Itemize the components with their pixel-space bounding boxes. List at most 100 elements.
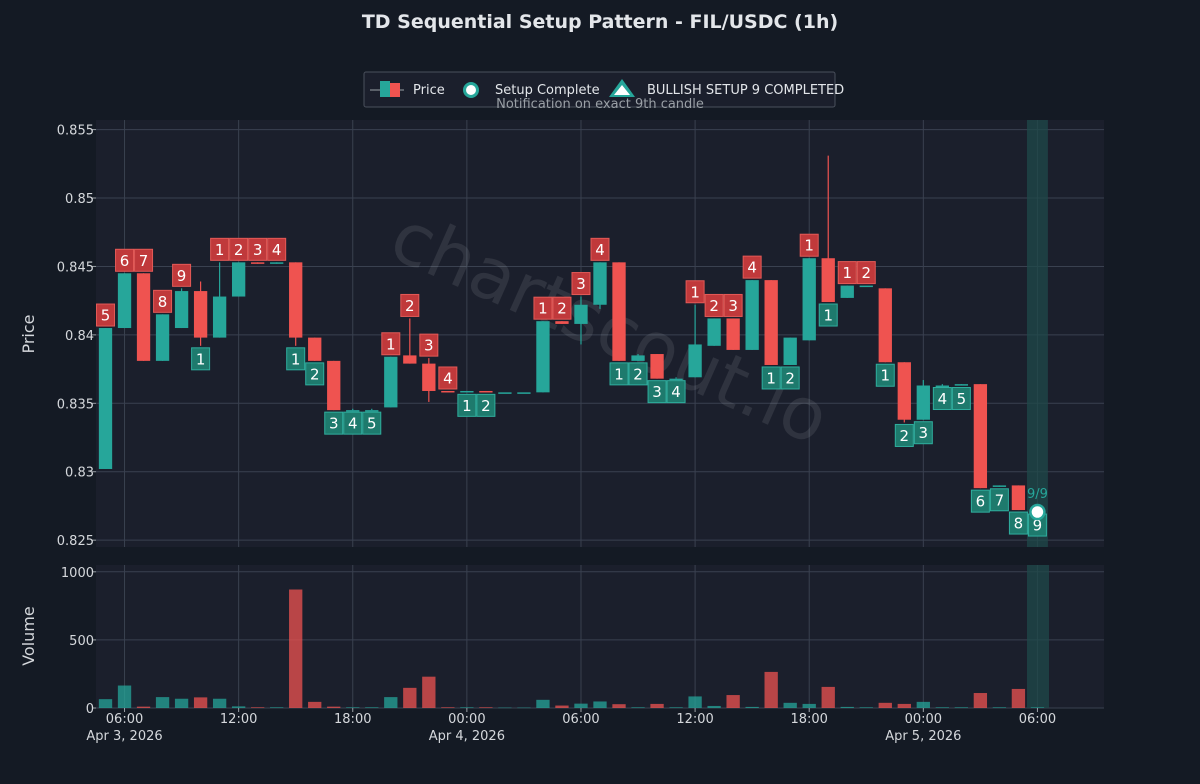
td-count-text: 4	[348, 415, 358, 433]
td-count-box	[799, 233, 819, 257]
td-count-text: 3	[919, 424, 929, 442]
td-count-box	[248, 237, 268, 261]
volume-bar	[802, 703, 816, 708]
candle-body	[251, 262, 265, 264]
volume-bar	[764, 671, 778, 708]
candle-body	[973, 384, 988, 489]
x-tick-time: 00:00	[448, 712, 485, 727]
candle-body	[802, 258, 816, 341]
td-count-label: 3	[913, 421, 933, 445]
candle-body	[365, 410, 379, 412]
price-tick-label: 0.825	[57, 534, 94, 549]
candle-body	[155, 314, 170, 361]
legend-subtitle: Notification on exact 9th candle	[496, 97, 704, 112]
candle-body	[745, 280, 759, 350]
td-count-text: 5	[101, 307, 111, 325]
td-count-text: 4	[443, 369, 453, 387]
candle-body	[840, 285, 854, 298]
candle	[117, 273, 132, 329]
td-count-box	[761, 366, 781, 390]
td-count-text: 2	[633, 365, 643, 383]
candle	[555, 321, 569, 324]
td-count-label: 4	[932, 387, 952, 411]
candle	[422, 358, 436, 402]
td-count-label: 2	[894, 423, 914, 447]
candle-body	[403, 355, 417, 364]
volume-bar	[212, 698, 227, 708]
candle	[612, 262, 626, 361]
td-count-text: 9	[177, 267, 187, 285]
td-count-text: 2	[234, 241, 244, 259]
volume-bar	[403, 687, 417, 708]
td-count-text: 4	[595, 241, 605, 259]
candle	[365, 408, 379, 412]
td-count-label: 4	[742, 255, 762, 279]
price-y-axis: 0.825 0.83 0.835 0.84 0.845 0.85 0.855	[57, 124, 96, 549]
volume-bar	[346, 707, 360, 708]
td-count-label: 1	[609, 362, 629, 386]
candle	[916, 380, 930, 420]
volume-y-axis: 0 500 1000	[61, 566, 96, 717]
td-count-label: 6	[970, 489, 990, 513]
candle	[403, 318, 417, 364]
volume-bar	[726, 695, 740, 708]
td-count-label: 7	[134, 248, 154, 272]
td-count-box	[875, 363, 895, 387]
candle	[764, 280, 778, 365]
td-count-label: 2	[400, 293, 420, 317]
x-tick-time: 00:00	[905, 712, 942, 727]
volume-bar	[155, 697, 170, 708]
price-tick-label: 0.84	[65, 329, 94, 344]
td-count-text: 5	[957, 390, 967, 408]
candle	[821, 155, 835, 303]
volume-bar	[916, 701, 930, 708]
x-tick-time: 06:00	[1019, 712, 1056, 727]
candle-body	[517, 392, 531, 394]
td-count-box	[419, 333, 439, 357]
td-count-box	[666, 380, 686, 404]
candle	[231, 262, 246, 297]
td-count-box	[476, 393, 496, 417]
candle	[155, 314, 170, 361]
td-count-box	[704, 293, 724, 317]
price-tick-label: 0.83	[65, 466, 94, 481]
td-count-text: 1	[614, 365, 624, 383]
td-count-text: 2	[557, 300, 567, 318]
td-count-label: 7	[989, 488, 1009, 512]
td-count-box	[438, 366, 458, 390]
td-count-text: 3	[652, 383, 662, 401]
candle-body	[574, 304, 588, 324]
candle	[669, 377, 683, 381]
td-count-label: 1	[875, 363, 895, 387]
legend-box	[363, 71, 836, 108]
candle	[289, 262, 303, 346]
candle-body	[193, 291, 208, 338]
td-count-text: 1	[538, 300, 548, 318]
td-count-label: 1	[457, 393, 477, 417]
candle-body	[117, 273, 132, 329]
td-count-box	[1008, 511, 1028, 535]
td-count-box	[894, 423, 914, 447]
td-count-box	[305, 362, 325, 386]
volume-bar	[536, 699, 550, 708]
volume-bar	[289, 589, 303, 708]
volume-bar	[479, 707, 493, 708]
td-count-box	[685, 280, 705, 304]
td-count-box	[742, 255, 762, 279]
volume-bar	[384, 697, 398, 708]
candle-body	[878, 288, 892, 363]
td-count-label: 5	[96, 303, 116, 327]
candle-body	[270, 262, 284, 264]
td-count-text: 2	[861, 264, 871, 282]
td-count-label: 3	[419, 333, 439, 357]
td-count-text: 9	[1033, 517, 1043, 535]
td-count-text: 1	[386, 335, 396, 353]
td-count-text: 2	[709, 297, 719, 315]
candle	[593, 262, 607, 309]
price-tick-label: 0.85	[65, 192, 94, 207]
td-count-text: 1	[881, 367, 891, 385]
candle	[631, 354, 645, 361]
volume-tick-label: 500	[69, 634, 94, 649]
